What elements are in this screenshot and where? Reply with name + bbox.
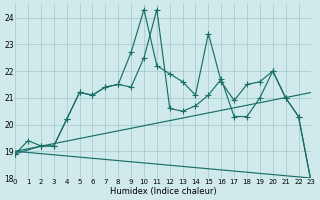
X-axis label: Humidex (Indice chaleur): Humidex (Indice chaleur)	[110, 187, 217, 196]
